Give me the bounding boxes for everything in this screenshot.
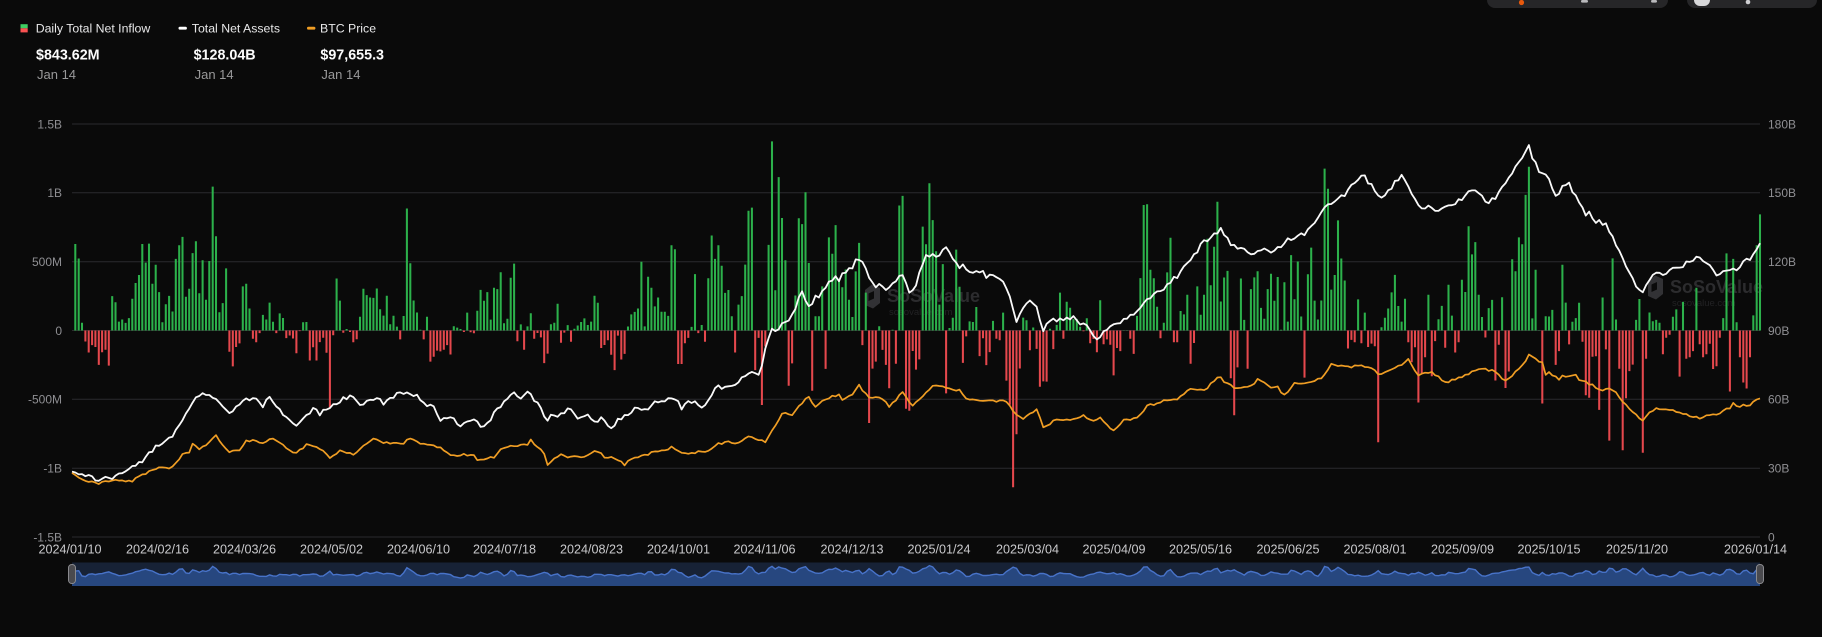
svg-text:2025/03/04: 2025/03/04 [996, 543, 1059, 557]
svg-text:2025/06/25: 2025/06/25 [1256, 543, 1319, 557]
svg-text:2024/01/10: 2024/01/10 [38, 543, 101, 557]
svg-text:500M: 500M [32, 255, 62, 269]
svg-text:$128.04B: $128.04B [194, 48, 256, 64]
svg-text:2024/10/01: 2024/10/01 [647, 543, 710, 557]
svg-text:2025/05/16: 2025/05/16 [1169, 543, 1232, 557]
svg-text:$97,655.3: $97,655.3 [320, 48, 384, 64]
svg-text:-1B: -1B [43, 462, 62, 476]
svg-text:Daily Total Net Inflow: Daily Total Net Inflow [36, 21, 151, 35]
svg-text:2024/02/16: 2024/02/16 [126, 543, 189, 557]
svg-text:sosovalue.com: sosovalue.com [1672, 298, 1735, 309]
svg-text:2024/11/06: 2024/11/06 [733, 543, 795, 557]
svg-text:2025/10/15: 2025/10/15 [1517, 543, 1580, 557]
svg-text:$843.62M: $843.62M [36, 48, 100, 64]
svg-text:1.5B: 1.5B [37, 117, 62, 131]
svg-text:90B: 90B [1768, 324, 1789, 338]
svg-text:SoSoValue: SoSoValue [1670, 277, 1763, 297]
svg-text:180B: 180B [1768, 117, 1796, 131]
svg-text:Total Net Assets: Total Net Assets [192, 21, 280, 35]
svg-text:2025/09/09: 2025/09/09 [1431, 543, 1494, 557]
svg-text:2024/06/10: 2024/06/10 [387, 543, 450, 557]
svg-text:2024/07/18: 2024/07/18 [473, 543, 536, 557]
svg-text:sosovalue.com: sosovalue.com [889, 307, 952, 318]
svg-text:2025/04/09: 2025/04/09 [1082, 543, 1145, 557]
svg-text:BTC Price: BTC Price [320, 21, 376, 35]
svg-text:30B: 30B [1768, 462, 1789, 476]
svg-text:Jan 14: Jan 14 [195, 67, 234, 82]
svg-text:2025/01/24: 2025/01/24 [907, 543, 970, 557]
svg-text:2026/01/14: 2026/01/14 [1724, 543, 1787, 557]
svg-text:Jan 14: Jan 14 [37, 67, 76, 82]
svg-text:2024/08/23: 2024/08/23 [560, 543, 623, 557]
svg-text:150B: 150B [1768, 186, 1796, 200]
svg-text:-500M: -500M [28, 393, 62, 407]
svg-text:1B: 1B [47, 186, 62, 200]
svg-text:Jan 14: Jan 14 [321, 67, 360, 82]
svg-text:120B: 120B [1768, 255, 1796, 269]
svg-text:2025/08/01: 2025/08/01 [1343, 543, 1406, 557]
svg-text:2024/05/02: 2024/05/02 [300, 543, 363, 557]
svg-text:0: 0 [1768, 530, 1775, 544]
svg-text:2024/12/13: 2024/12/13 [820, 543, 883, 557]
svg-text:0: 0 [55, 324, 62, 338]
svg-text:2024/03/26: 2024/03/26 [213, 543, 276, 557]
svg-text:2025/11/20: 2025/11/20 [1606, 543, 1668, 557]
svg-text:-1.5B: -1.5B [33, 530, 62, 544]
svg-text:60B: 60B [1768, 393, 1789, 407]
